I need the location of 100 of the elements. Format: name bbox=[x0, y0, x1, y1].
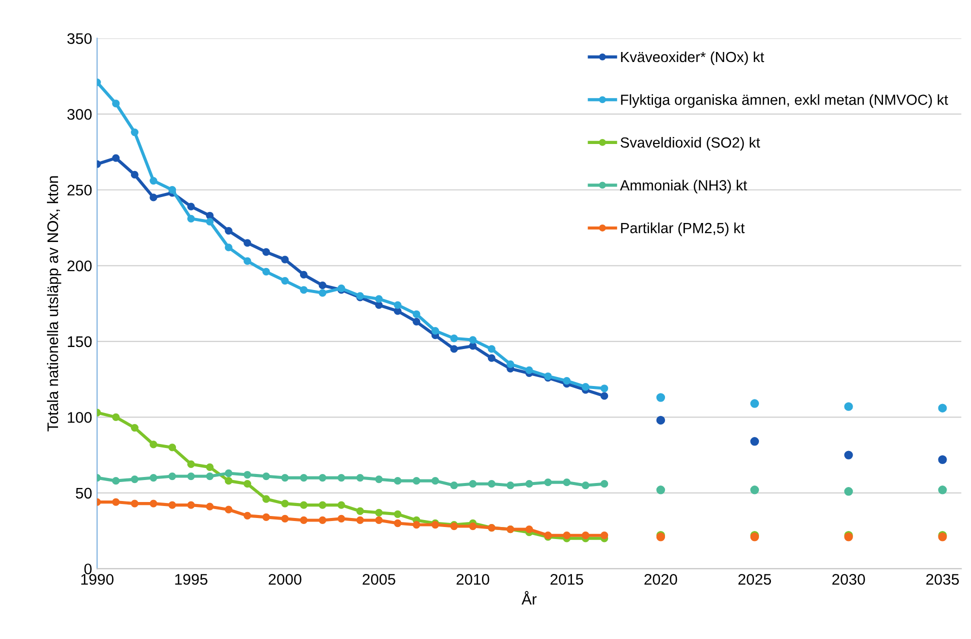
point bbox=[168, 186, 176, 194]
legend-label: Ammoniak (NH3) kt bbox=[620, 180, 748, 194]
point bbox=[300, 474, 308, 482]
point bbox=[224, 477, 232, 485]
point bbox=[338, 514, 346, 523]
point bbox=[187, 472, 195, 480]
point bbox=[150, 176, 158, 185]
point bbox=[112, 477, 120, 485]
point bbox=[206, 502, 214, 510]
point bbox=[394, 477, 402, 485]
point bbox=[431, 477, 440, 485]
point bbox=[488, 354, 496, 362]
point bbox=[488, 480, 496, 488]
point bbox=[582, 482, 590, 490]
point bbox=[281, 500, 289, 508]
x-tick-label: 2020 bbox=[644, 574, 678, 585]
point bbox=[750, 437, 760, 446]
point bbox=[168, 444, 176, 452]
point bbox=[206, 463, 214, 471]
y-tick-label: 150 bbox=[68, 336, 92, 348]
point bbox=[206, 218, 214, 226]
point bbox=[281, 256, 289, 264]
point bbox=[525, 525, 534, 534]
point bbox=[375, 295, 383, 303]
point bbox=[375, 508, 383, 516]
point bbox=[394, 301, 402, 309]
point bbox=[450, 482, 458, 490]
point bbox=[338, 474, 346, 482]
point bbox=[844, 450, 853, 460]
x-tick-label: 2000 bbox=[268, 574, 302, 585]
point bbox=[338, 501, 346, 509]
point bbox=[206, 472, 214, 480]
point bbox=[656, 486, 666, 494]
x-tick-label: 1995 bbox=[175, 574, 208, 585]
point bbox=[356, 516, 364, 524]
x-tick-label: 2035 bbox=[926, 574, 959, 585]
point bbox=[394, 519, 402, 528]
point bbox=[150, 474, 158, 482]
point bbox=[112, 154, 120, 162]
x-tick-label: 2030 bbox=[832, 574, 865, 585]
point bbox=[562, 478, 571, 486]
point bbox=[224, 226, 232, 235]
point bbox=[488, 345, 496, 353]
point bbox=[300, 516, 308, 524]
point bbox=[375, 516, 383, 524]
point bbox=[224, 506, 232, 514]
point bbox=[375, 301, 383, 309]
y-tick-label: 100 bbox=[68, 412, 92, 423]
point bbox=[469, 342, 477, 350]
point bbox=[244, 512, 252, 520]
point bbox=[112, 498, 120, 506]
point bbox=[150, 440, 158, 448]
point bbox=[281, 514, 289, 523]
point bbox=[356, 474, 364, 482]
point bbox=[562, 532, 571, 540]
point bbox=[844, 487, 853, 496]
y-tick-label: 0 bbox=[84, 564, 92, 574]
point bbox=[506, 360, 514, 368]
x-axis-title: År bbox=[522, 591, 537, 604]
point bbox=[244, 480, 252, 488]
point bbox=[150, 500, 158, 508]
x-tick-label: 2010 bbox=[456, 574, 490, 585]
legend-label: Flyktiga organiska ämnen, exkl metan (NMVOC) kt bbox=[621, 94, 948, 108]
y-tick-label: 200 bbox=[68, 260, 92, 272]
y-tick-label: 250 bbox=[68, 184, 92, 196]
point bbox=[281, 276, 289, 285]
point bbox=[300, 270, 308, 279]
point bbox=[469, 336, 477, 344]
x-tick-label: 2025 bbox=[738, 574, 771, 585]
point bbox=[300, 286, 308, 294]
point bbox=[600, 480, 608, 488]
point bbox=[262, 495, 270, 503]
point bbox=[244, 470, 252, 479]
point bbox=[938, 404, 947, 412]
point bbox=[187, 214, 195, 222]
y-tick-label: 350 bbox=[67, 33, 92, 44]
point bbox=[356, 507, 364, 515]
point bbox=[130, 170, 138, 179]
point bbox=[656, 416, 666, 425]
point bbox=[130, 424, 138, 432]
point bbox=[412, 477, 420, 485]
point bbox=[318, 289, 326, 297]
point bbox=[469, 480, 477, 488]
point bbox=[187, 501, 195, 509]
x-tick-label: 2015 bbox=[550, 574, 584, 585]
point bbox=[300, 501, 308, 509]
point bbox=[600, 392, 608, 400]
point bbox=[656, 393, 666, 402]
point bbox=[412, 520, 420, 529]
point bbox=[582, 532, 590, 540]
point bbox=[544, 478, 552, 486]
point bbox=[582, 383, 590, 391]
y-tick-label: 300 bbox=[67, 108, 92, 120]
point bbox=[224, 244, 232, 252]
legend-label: Svaveldioxid (SO2) kt bbox=[620, 136, 760, 151]
point bbox=[130, 500, 138, 508]
point bbox=[244, 239, 252, 247]
point bbox=[318, 474, 326, 482]
point bbox=[525, 366, 534, 374]
legend-label: Kväveoxider* (NOx) kt bbox=[621, 51, 764, 66]
